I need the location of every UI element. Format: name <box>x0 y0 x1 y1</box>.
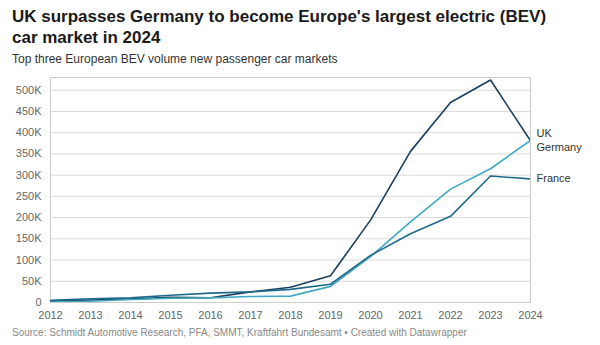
svg-text:2016: 2016 <box>198 309 222 321</box>
svg-text:2014: 2014 <box>118 309 142 321</box>
svg-text:0: 0 <box>35 296 41 308</box>
svg-text:2024: 2024 <box>518 309 542 321</box>
svg-text:50K: 50K <box>22 275 42 287</box>
svg-text:2020: 2020 <box>358 309 382 321</box>
svg-text:100K: 100K <box>16 254 42 266</box>
svg-text:500K: 500K <box>16 84 42 96</box>
svg-text:2013: 2013 <box>78 309 102 321</box>
svg-text:UK: UK <box>537 127 553 139</box>
svg-text:Germany: Germany <box>537 141 583 153</box>
svg-text:France: France <box>537 172 571 184</box>
svg-text:2018: 2018 <box>278 309 302 321</box>
svg-text:2017: 2017 <box>238 309 262 321</box>
svg-text:200K: 200K <box>16 211 42 223</box>
svg-text:250K: 250K <box>16 190 42 202</box>
svg-text:350K: 350K <box>16 147 42 159</box>
svg-text:2021: 2021 <box>398 309 422 321</box>
svg-text:2022: 2022 <box>438 309 462 321</box>
html-text:Source: Schmidt Automotive Res: Source: Schmidt Automotive Research, PFA… <box>12 327 467 338</box>
svg-text:450K: 450K <box>16 105 42 117</box>
svg-text:150K: 150K <box>16 232 42 244</box>
svg-text:2019: 2019 <box>318 309 342 321</box>
svg-text:2012: 2012 <box>38 309 62 321</box>
html-text:Top three European BEV volume: Top three European BEV volume new passen… <box>12 52 338 66</box>
html-text:UK surpasses Germany to become: UK surpasses Germany to become Europe's … <box>12 7 547 47</box>
svg-text:2023: 2023 <box>478 309 502 321</box>
svg-text:2015: 2015 <box>158 309 182 321</box>
svg-text:300K: 300K <box>16 169 42 181</box>
svg-text:400K: 400K <box>16 126 42 138</box>
